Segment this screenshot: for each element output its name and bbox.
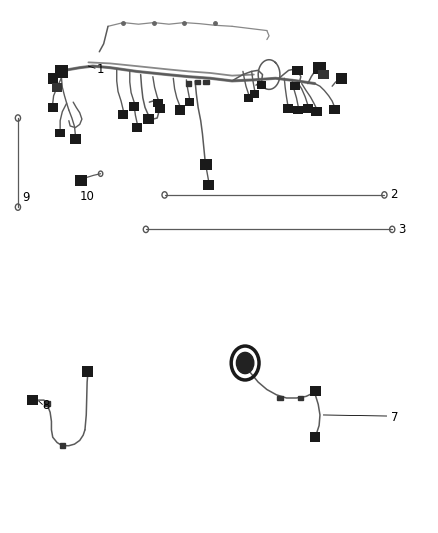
Bar (250, 90, 259, 99)
Text: 8: 8 (42, 399, 49, 412)
Bar (203, 180, 214, 190)
Circle shape (237, 352, 254, 374)
Bar (277, 395, 283, 400)
Bar (60, 443, 65, 448)
Bar (283, 104, 293, 113)
Bar (143, 114, 154, 124)
Bar (27, 395, 39, 406)
Bar (290, 82, 300, 91)
Bar (311, 386, 321, 396)
Text: 10: 10 (80, 190, 95, 203)
Text: 3: 3 (398, 223, 406, 236)
Bar (75, 175, 87, 187)
Bar (311, 107, 322, 116)
Bar (47, 73, 58, 84)
Bar (175, 106, 185, 115)
Bar (318, 70, 328, 79)
Bar (298, 395, 304, 400)
Bar (203, 80, 208, 84)
Bar (129, 102, 139, 111)
Text: 2: 2 (390, 189, 398, 201)
Bar (336, 74, 347, 84)
Text: 1: 1 (97, 63, 105, 76)
Bar (194, 80, 200, 84)
Bar (55, 65, 68, 78)
Bar (82, 366, 93, 377)
Bar (55, 128, 65, 137)
Bar (329, 105, 339, 114)
Bar (244, 94, 253, 102)
Bar (153, 99, 163, 108)
Bar (293, 106, 303, 114)
Bar (257, 81, 266, 90)
Bar (155, 104, 165, 113)
Bar (52, 83, 62, 92)
Text: 9: 9 (22, 191, 30, 204)
Bar (118, 110, 128, 119)
Bar (292, 66, 303, 75)
Bar (48, 103, 57, 112)
Bar (314, 62, 326, 74)
Bar (45, 401, 49, 406)
Text: 7: 7 (391, 411, 399, 424)
Bar (200, 159, 212, 170)
Bar (132, 123, 142, 132)
Bar (185, 98, 194, 107)
Bar (70, 134, 81, 144)
Bar (303, 104, 313, 114)
Bar (310, 432, 320, 442)
Bar (186, 82, 191, 86)
